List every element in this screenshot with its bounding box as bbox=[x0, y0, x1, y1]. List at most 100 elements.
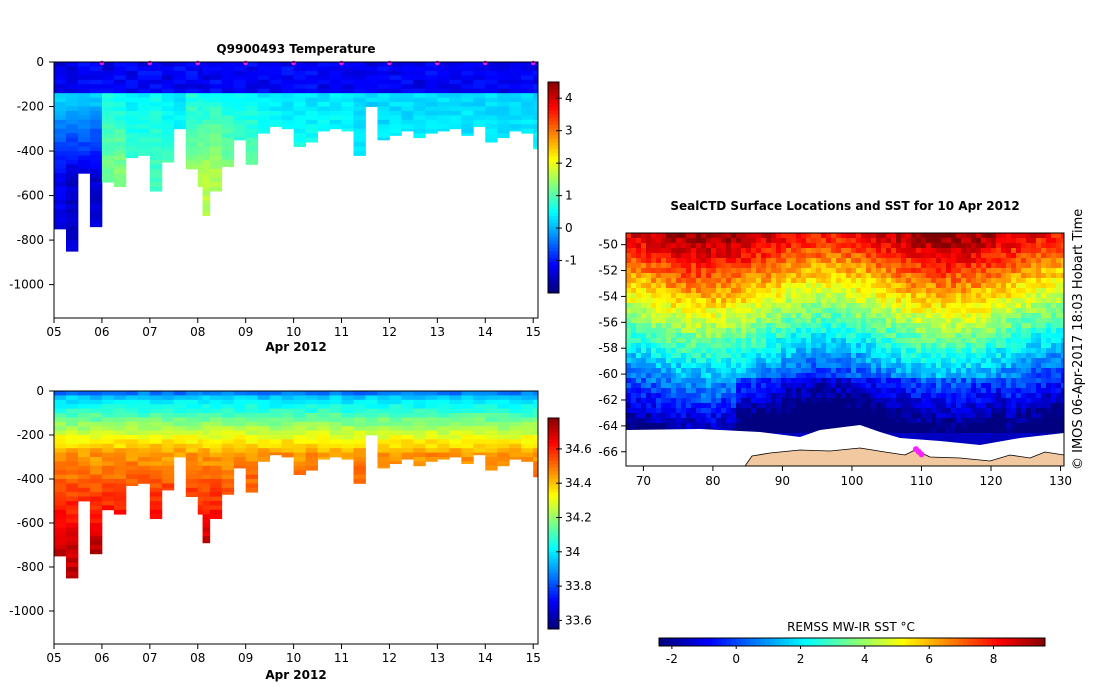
sst-cell bbox=[826, 248, 832, 254]
data-cell bbox=[365, 404, 378, 409]
data-cell bbox=[233, 443, 247, 449]
data-cell bbox=[413, 102, 426, 107]
data-cell bbox=[77, 93, 91, 99]
sst-cell bbox=[816, 403, 822, 409]
data-cell bbox=[89, 501, 103, 506]
sst-cell bbox=[691, 358, 697, 364]
sst-cell bbox=[796, 308, 802, 314]
sst-cell bbox=[696, 328, 702, 334]
sst-cell bbox=[631, 368, 637, 374]
sst-cell bbox=[891, 418, 897, 424]
data-cell bbox=[65, 248, 79, 252]
data-cell bbox=[89, 435, 103, 440]
sst-cell bbox=[886, 313, 892, 319]
sst-cell bbox=[666, 293, 672, 299]
data-cell bbox=[89, 137, 103, 143]
sst-cell bbox=[906, 273, 912, 279]
data-cell bbox=[54, 110, 67, 116]
colorbar-swatch bbox=[548, 226, 559, 231]
data-cell bbox=[221, 70, 235, 76]
data-cell bbox=[149, 435, 163, 440]
sst-cell bbox=[651, 378, 657, 384]
sst-cell bbox=[711, 368, 717, 374]
sst-cell bbox=[711, 283, 717, 289]
sst-cell bbox=[651, 233, 657, 239]
sst-cell bbox=[891, 333, 897, 339]
sst-cell bbox=[826, 318, 832, 324]
sst-cell bbox=[941, 363, 947, 369]
sst-cell bbox=[936, 373, 942, 379]
sst-cell bbox=[731, 253, 737, 259]
sst-cell bbox=[716, 303, 722, 309]
sst-cell bbox=[796, 288, 802, 294]
data-cell bbox=[77, 168, 91, 174]
sst-cell bbox=[711, 378, 717, 384]
sst-cell bbox=[691, 248, 697, 254]
data-cell bbox=[101, 79, 115, 85]
sst-cell bbox=[811, 303, 817, 309]
sst-cell bbox=[791, 293, 797, 299]
data-cell bbox=[509, 93, 522, 99]
sst-cell bbox=[866, 363, 872, 369]
salinity-panel: 0-200-400-600-800-1000 05 06 07 08 09 10 11 12 1… bbox=[9, 384, 592, 682]
data-cell bbox=[437, 452, 450, 458]
sst-cell bbox=[801, 298, 807, 304]
sst-cell bbox=[681, 323, 687, 329]
sst-cell bbox=[706, 248, 712, 254]
sst-cell bbox=[746, 358, 752, 364]
sst-cell bbox=[851, 343, 857, 349]
data-cell bbox=[353, 408, 366, 414]
data-cell bbox=[245, 439, 259, 445]
data-cell bbox=[149, 452, 163, 458]
sst-cell bbox=[776, 243, 782, 249]
sst-cell bbox=[721, 248, 727, 254]
sst-cell bbox=[931, 268, 937, 274]
data-cell bbox=[161, 88, 175, 94]
sst-cell bbox=[806, 388, 812, 394]
data-cell bbox=[89, 173, 103, 179]
data-cell bbox=[209, 137, 223, 143]
sst-cell bbox=[886, 383, 892, 389]
data-cell bbox=[437, 408, 450, 414]
sst-cell bbox=[861, 253, 867, 259]
data-cell bbox=[473, 84, 486, 90]
sst-cell bbox=[891, 413, 897, 419]
data-cell bbox=[305, 426, 318, 431]
data-cell bbox=[209, 84, 223, 90]
sst-cell bbox=[726, 373, 732, 379]
data-cell bbox=[413, 124, 426, 130]
colorbar-swatch bbox=[548, 527, 559, 532]
sst-cell bbox=[691, 408, 697, 414]
data-cell bbox=[509, 70, 522, 76]
sst-cell bbox=[851, 368, 857, 374]
sst-cell bbox=[836, 253, 842, 259]
sst-cell bbox=[636, 328, 642, 334]
data-cell bbox=[401, 452, 414, 458]
sst-cell bbox=[776, 358, 782, 364]
data-cell bbox=[209, 426, 223, 431]
sst-cell bbox=[666, 373, 672, 379]
data-cell bbox=[101, 448, 115, 453]
sst-cell bbox=[696, 263, 702, 269]
sst-cell bbox=[816, 418, 822, 424]
sst-cell bbox=[761, 393, 767, 399]
sst-cell bbox=[646, 398, 652, 404]
data-cell bbox=[137, 391, 151, 396]
data-cell bbox=[233, 426, 247, 431]
sst-cell bbox=[831, 293, 837, 299]
sst-cell bbox=[821, 418, 827, 424]
sst-cell bbox=[906, 433, 912, 439]
data-cell bbox=[65, 182, 79, 188]
data-cell bbox=[185, 426, 199, 431]
data-cell bbox=[437, 119, 450, 125]
sst-cell bbox=[771, 398, 777, 404]
sst-cell bbox=[746, 398, 752, 404]
data-cell bbox=[221, 151, 235, 156]
data-cell bbox=[401, 391, 414, 396]
sst-cell bbox=[806, 368, 812, 374]
sst-cell bbox=[636, 323, 642, 329]
data-cell bbox=[377, 430, 390, 436]
sst-cell bbox=[771, 338, 777, 344]
data-cell bbox=[329, 408, 342, 414]
sst-cell bbox=[771, 423, 777, 429]
